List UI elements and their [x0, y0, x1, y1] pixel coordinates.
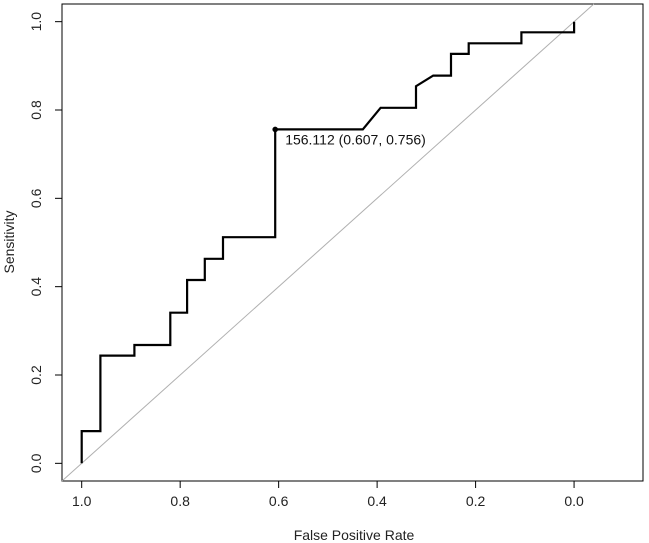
x-tick-label: 1.0: [72, 493, 92, 509]
roc-curve-line: [80, 21, 576, 464]
x-tick-label: 0.0: [564, 493, 584, 509]
x-axis: 1.0 0.8 0.6 0.4 0.2 0.0: [72, 481, 584, 509]
y-tick-label: 0.8: [28, 100, 44, 120]
y-axis: 0.0 0.2 0.4 0.6 0.8 1.0: [28, 12, 62, 473]
series-layer: [61, 3, 595, 482]
y-tick-label: 0.0: [28, 453, 44, 473]
reference-diagonal-line: [61, 3, 595, 482]
x-axis-title: False Positive Rate: [294, 527, 415, 543]
y-tick-label: 0.4: [28, 277, 44, 297]
annotation-layer: 156.112 (0.607, 0.756): [272, 126, 426, 147]
y-tick-label: 1.0: [28, 12, 44, 32]
plot-frame: [61, 3, 644, 482]
threshold-annotation-label: 156.112 (0.607, 0.756): [285, 131, 426, 147]
y-axis-title: Sensitivity: [1, 210, 17, 273]
y-tick-label: 0.2: [28, 365, 44, 385]
x-tick-label: 0.4: [367, 493, 387, 509]
x-tick-label: 0.8: [170, 493, 190, 509]
threshold-point-marker: [272, 126, 278, 133]
x-tick-label: 0.2: [466, 493, 486, 509]
y-tick-label: 0.6: [28, 188, 44, 208]
x-tick-label: 0.6: [269, 493, 289, 509]
